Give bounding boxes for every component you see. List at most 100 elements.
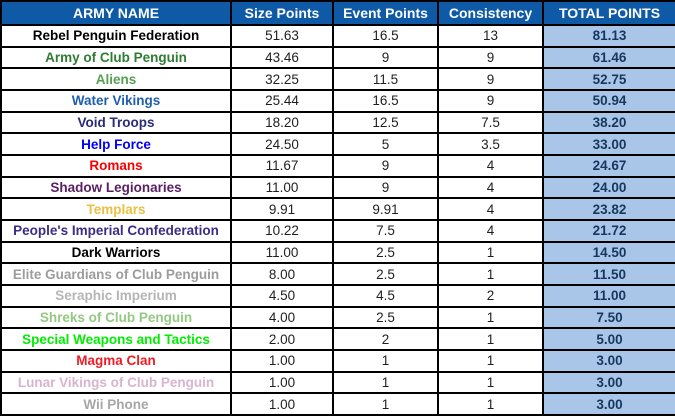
consistency-cell: 1 (437, 305, 544, 330)
consistency-cell: 1 (437, 392, 544, 416)
table-row: Army of Club Penguin 43.46 9 9 61.46 (0, 45, 675, 70)
table-row: Water Vikings 25.44 16.5 9 50.94 (0, 88, 675, 113)
column-header-total-points: TOTAL POINTS (542, 0, 675, 26)
event-points-cell: 1 (332, 370, 439, 395)
total-points-cell: 11.50 (542, 262, 675, 286)
total-points-cell: 52.75 (542, 67, 675, 91)
army-name-cell: Shadow Legionaries (0, 175, 232, 200)
event-points-cell: 1 (332, 392, 439, 416)
size-points-cell: 1.00 (230, 348, 334, 373)
army-name-cell: Seraphic Imperium (0, 283, 232, 308)
consistency-cell: 7.5 (437, 110, 544, 135)
army-name-cell: Lunar Vikings of Club Penguin (0, 370, 232, 395)
total-points-cell: 50.94 (542, 88, 675, 113)
table-row: Dark Warriors 11.00 2.5 1 14.50 (0, 240, 675, 265)
size-points-cell: 24.50 (230, 132, 334, 156)
event-points-cell: 2.5 (332, 305, 439, 330)
table-row: Rebel Penguin Federation 51.63 16.5 13 8… (0, 24, 675, 48)
event-points-cell: 16.5 (332, 24, 439, 48)
consistency-cell: 2 (437, 283, 544, 308)
total-points-cell: 3.00 (542, 392, 675, 416)
size-points-cell: 43.46 (230, 45, 334, 70)
total-points-cell: 14.50 (542, 240, 675, 265)
table-header: ARMY NAME Size Points Event Points Consi… (0, 0, 675, 26)
event-points-cell: 11.5 (332, 67, 439, 91)
army-name-cell: Romans (0, 153, 232, 178)
consistency-cell: 4 (437, 175, 544, 200)
size-points-cell: 11.00 (230, 175, 334, 200)
total-points-cell: 61.46 (542, 45, 675, 70)
size-points-cell: 32.25 (230, 67, 334, 91)
army-name-cell: Templars (0, 197, 232, 221)
consistency-cell: 1 (437, 240, 544, 265)
total-points-cell: 3.00 (542, 348, 675, 373)
size-points-cell: 2.00 (230, 327, 334, 351)
consistency-cell: 9 (437, 67, 544, 91)
size-points-cell: 25.44 (230, 88, 334, 113)
event-points-cell: 9 (332, 175, 439, 200)
table-row: Elite Guardians of Club Penguin 8.00 2.5… (0, 262, 675, 286)
event-points-cell: 9.91 (332, 197, 439, 221)
table-row: Magma Clan 1.00 1 1 3.00 (0, 348, 675, 373)
event-points-cell: 5 (332, 132, 439, 156)
event-points-cell: 16.5 (332, 88, 439, 113)
army-name-cell: Aliens (0, 67, 232, 91)
total-points-cell: 3.00 (542, 370, 675, 395)
event-points-cell: 2.5 (332, 262, 439, 286)
table-row: People's Imperial Confederation 10.22 7.… (0, 218, 675, 243)
consistency-cell: 1 (437, 327, 544, 351)
consistency-cell: 4 (437, 153, 544, 178)
size-points-cell: 18.20 (230, 110, 334, 135)
army-name-cell: People's Imperial Confederation (0, 218, 232, 243)
army-name-cell: Rebel Penguin Federation (0, 24, 232, 48)
consistency-cell: 1 (437, 262, 544, 286)
table-row: Shadow Legionaries 11.00 9 4 24.00 (0, 175, 675, 200)
size-points-cell: 10.22 (230, 218, 334, 243)
army-name-cell: Dark Warriors (0, 240, 232, 265)
army-name-cell: Void Troops (0, 110, 232, 135)
event-points-cell: 9 (332, 153, 439, 178)
table-row: Shreks of Club Penguin 4.00 2.5 1 7.50 (0, 305, 675, 330)
table-row: Lunar Vikings of Club Penguin 1.00 1 1 3… (0, 370, 675, 395)
size-points-cell: 51.63 (230, 24, 334, 48)
header-row: ARMY NAME Size Points Event Points Consi… (0, 0, 675, 26)
army-name-cell: Army of Club Penguin (0, 45, 232, 70)
column-header-event-points: Event Points (332, 0, 439, 26)
consistency-cell: 1 (437, 348, 544, 373)
army-name-cell: Help Force (0, 132, 232, 156)
size-points-cell: 9.91 (230, 197, 334, 221)
table-row: Void Troops 18.20 12.5 7.5 38.20 (0, 110, 675, 135)
event-points-cell: 12.5 (332, 110, 439, 135)
size-points-cell: 4.50 (230, 283, 334, 308)
total-points-cell: 5.00 (542, 327, 675, 351)
army-name-cell: Wii Phone (0, 392, 232, 416)
size-points-cell: 8.00 (230, 262, 334, 286)
table-row: Aliens 32.25 11.5 9 52.75 (0, 67, 675, 91)
size-points-cell: 4.00 (230, 305, 334, 330)
table-row: Wii Phone 1.00 1 1 3.00 (0, 392, 675, 416)
consistency-cell: 1 (437, 370, 544, 395)
consistency-cell: 4 (437, 197, 544, 221)
army-name-cell: Shreks of Club Penguin (0, 305, 232, 330)
column-header-consistency: Consistency (437, 0, 544, 26)
event-points-cell: 2 (332, 327, 439, 351)
table-row: Help Force 24.50 5 3.5 33.00 (0, 132, 675, 156)
size-points-cell: 1.00 (230, 370, 334, 395)
total-points-cell: 11.00 (542, 283, 675, 308)
event-points-cell: 2.5 (332, 240, 439, 265)
size-points-cell: 1.00 (230, 392, 334, 416)
event-points-cell: 9 (332, 45, 439, 70)
table-body: Rebel Penguin Federation 51.63 16.5 13 8… (0, 24, 675, 416)
consistency-cell: 9 (437, 88, 544, 113)
total-points-cell: 24.00 (542, 175, 675, 200)
total-points-cell: 24.67 (542, 153, 675, 178)
total-points-cell: 81.13 (542, 24, 675, 48)
total-points-cell: 38.20 (542, 110, 675, 135)
consistency-cell: 4 (437, 218, 544, 243)
consistency-cell: 13 (437, 24, 544, 48)
total-points-cell: 23.82 (542, 197, 675, 221)
size-points-cell: 11.00 (230, 240, 334, 265)
event-points-cell: 1 (332, 348, 439, 373)
